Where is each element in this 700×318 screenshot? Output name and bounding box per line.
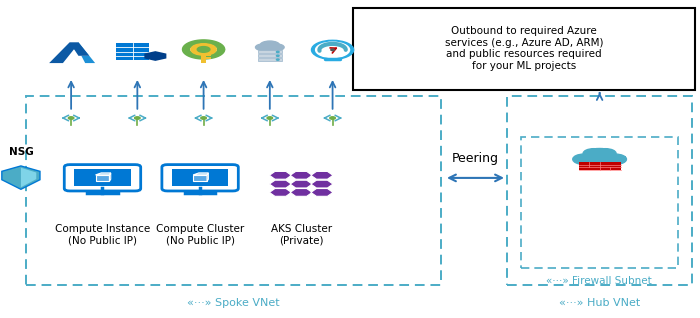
Circle shape: [276, 51, 279, 52]
Circle shape: [191, 44, 216, 55]
Circle shape: [331, 49, 335, 51]
Polygon shape: [109, 173, 111, 181]
Polygon shape: [290, 180, 312, 188]
Text: Compute Instance
(No Public IP): Compute Instance (No Public IP): [55, 224, 150, 245]
Circle shape: [260, 41, 280, 50]
Bar: [573, 156, 626, 162]
Polygon shape: [270, 189, 291, 196]
Polygon shape: [270, 171, 291, 179]
Circle shape: [573, 154, 596, 164]
Circle shape: [276, 59, 279, 60]
Circle shape: [276, 55, 279, 56]
Text: NSG: NSG: [8, 148, 34, 157]
Bar: [206, 55, 211, 57]
Bar: [26, 96, 440, 285]
Bar: [258, 54, 281, 57]
Bar: [354, 8, 695, 90]
Circle shape: [270, 44, 284, 50]
Polygon shape: [290, 171, 312, 179]
Bar: [74, 169, 131, 186]
Bar: [201, 53, 206, 63]
Polygon shape: [311, 180, 333, 188]
Bar: [116, 43, 149, 60]
Polygon shape: [21, 168, 36, 187]
Text: «···» Spoke VNet: «···» Spoke VNet: [187, 298, 279, 308]
Polygon shape: [290, 189, 312, 196]
Bar: [172, 169, 228, 186]
Circle shape: [312, 40, 354, 59]
Circle shape: [134, 117, 140, 119]
Text: «···» Hub VNet: «···» Hub VNet: [559, 298, 640, 308]
Circle shape: [201, 117, 206, 119]
Bar: [95, 175, 109, 181]
Text: AKS Cluster
(Private): AKS Cluster (Private): [271, 224, 332, 245]
Circle shape: [69, 117, 74, 119]
Polygon shape: [49, 42, 90, 63]
Polygon shape: [193, 173, 209, 175]
Polygon shape: [144, 51, 167, 61]
Circle shape: [330, 117, 335, 119]
Bar: [206, 57, 211, 59]
Bar: [578, 162, 621, 170]
Polygon shape: [311, 189, 333, 196]
Circle shape: [267, 117, 272, 119]
Polygon shape: [311, 171, 333, 179]
Polygon shape: [183, 40, 225, 59]
Polygon shape: [207, 173, 209, 181]
Text: Peering: Peering: [452, 152, 499, 165]
Polygon shape: [270, 180, 291, 188]
FancyBboxPatch shape: [64, 165, 141, 191]
Circle shape: [583, 149, 605, 158]
Bar: [521, 137, 678, 268]
Bar: [507, 96, 692, 285]
Bar: [193, 175, 207, 181]
Circle shape: [197, 46, 210, 52]
Circle shape: [594, 149, 616, 158]
Circle shape: [584, 149, 616, 163]
Polygon shape: [2, 166, 40, 189]
Text: Compute Cluster
(No Public IP): Compute Cluster (No Public IP): [156, 224, 244, 245]
Circle shape: [316, 42, 349, 58]
Circle shape: [256, 44, 270, 50]
Circle shape: [603, 154, 626, 164]
Circle shape: [262, 45, 278, 52]
Bar: [258, 58, 281, 61]
Bar: [258, 50, 281, 53]
Polygon shape: [74, 42, 95, 63]
FancyBboxPatch shape: [162, 165, 238, 191]
Polygon shape: [95, 173, 111, 175]
Text: Outbound to required Azure
services (e.g., Azure AD, ARM)
and public resources r: Outbound to required Azure services (e.g…: [445, 26, 603, 71]
Text: «···» Firewall Subnet: «···» Firewall Subnet: [547, 276, 652, 286]
